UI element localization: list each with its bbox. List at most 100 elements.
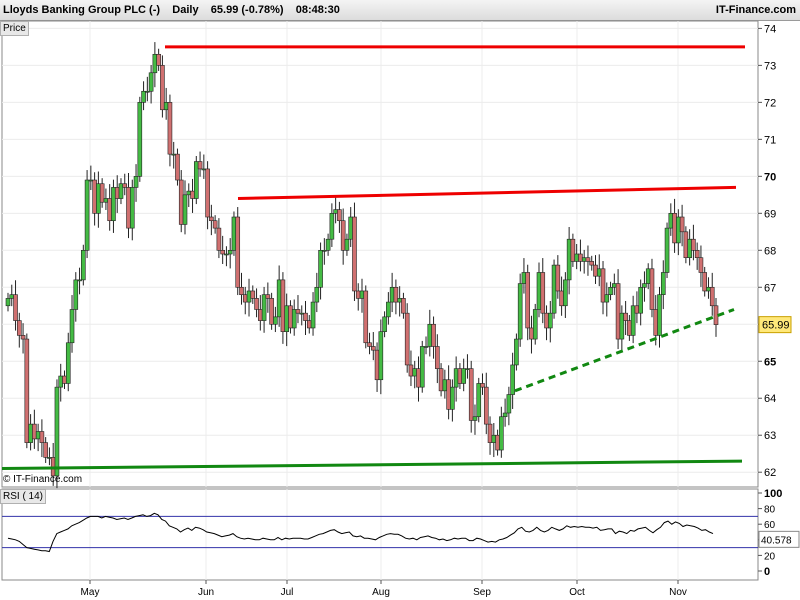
candle (137, 96, 143, 182)
date-tick-label: Aug (372, 587, 390, 598)
candle-body (679, 216, 685, 233)
candle-body (581, 257, 587, 262)
price-tick-label: 69 (764, 208, 776, 220)
price-tick-label: 65 (764, 356, 776, 368)
candle (619, 305, 625, 352)
candle-body (235, 216, 241, 288)
candle-body (506, 394, 512, 414)
candle (197, 151, 203, 177)
candle (570, 233, 576, 267)
candle-body (96, 183, 101, 214)
candle-body (62, 375, 67, 384)
candle-body (408, 364, 414, 377)
price-plot-area (1, 20, 759, 488)
candle (84, 170, 90, 259)
candle (683, 226, 689, 264)
candle-body (453, 368, 459, 388)
candle-body (672, 213, 677, 244)
candle (344, 233, 350, 256)
candle-body (619, 312, 625, 340)
candle-body (491, 434, 497, 443)
candle-body (382, 316, 387, 332)
price-tick-label: 67 (764, 282, 776, 294)
candle-body (160, 65, 165, 111)
chart-title: Lloyds Banking Group PLC (-) Daily 65.99… (3, 4, 340, 16)
candle (664, 222, 670, 279)
candle (702, 266, 708, 297)
candle (419, 340, 425, 393)
candle (20, 323, 26, 354)
candle-body (589, 261, 595, 266)
price-tick-label: 63 (764, 430, 776, 442)
rsi-line (7, 512, 714, 553)
candle-body (660, 272, 666, 295)
candle (340, 208, 346, 265)
candle-body (224, 253, 229, 256)
candle-body (502, 412, 508, 418)
candle-body (28, 423, 33, 443)
candle (329, 203, 335, 247)
candle-body (231, 216, 237, 251)
resistance-line-lower (237, 185, 737, 201)
candle-body (145, 90, 150, 93)
candle (295, 295, 301, 324)
candle (129, 179, 135, 241)
candle-body (280, 279, 286, 332)
candle-body (393, 286, 399, 303)
candle (261, 286, 267, 333)
candle-body (303, 312, 308, 321)
candle (694, 242, 700, 270)
candle-body (706, 286, 711, 292)
candle-body (201, 168, 207, 171)
candle-body (84, 179, 90, 251)
date-tick-label: May (81, 587, 100, 598)
candle (600, 261, 606, 315)
candle (269, 292, 274, 330)
candle-body (355, 290, 361, 299)
support-trendline-dashed (514, 308, 735, 393)
candle-body (152, 53, 158, 74)
candle-body (397, 298, 402, 303)
candle-body (668, 213, 674, 229)
candle-body (566, 238, 572, 281)
candle (367, 332, 372, 355)
candle-body (476, 383, 482, 418)
date-tick-label: Jun (198, 587, 214, 598)
candle (525, 264, 531, 341)
candle (175, 148, 180, 186)
candle (472, 404, 478, 435)
rsi-value-label: 40.578 (761, 535, 792, 546)
candle (679, 204, 685, 247)
candle (24, 333, 30, 449)
candle (235, 207, 241, 296)
candle (499, 406, 504, 458)
candle-body (265, 294, 271, 299)
candle-body (600, 268, 606, 303)
candle (318, 242, 323, 300)
candle-body (16, 320, 22, 336)
candle-body (698, 257, 704, 273)
candle (709, 272, 715, 316)
candle (160, 55, 165, 118)
candle-body (630, 305, 636, 336)
candle-body (137, 102, 143, 177)
candle (193, 155, 199, 205)
candle-body (468, 368, 474, 421)
candle-body (547, 312, 553, 329)
candle-body (239, 286, 244, 295)
candle (325, 233, 331, 256)
candle-body (306, 320, 312, 329)
support-line (1, 459, 743, 471)
candle-body (167, 102, 173, 155)
candle-body (193, 161, 199, 199)
price-tick-label: 64 (764, 393, 776, 405)
candle-body (322, 250, 327, 252)
candle-body (461, 368, 466, 384)
candle-body (683, 231, 689, 258)
candle-body (374, 349, 380, 381)
candle (39, 419, 45, 458)
candle-body (107, 198, 112, 222)
candle (182, 180, 188, 235)
candle-body (325, 238, 331, 251)
